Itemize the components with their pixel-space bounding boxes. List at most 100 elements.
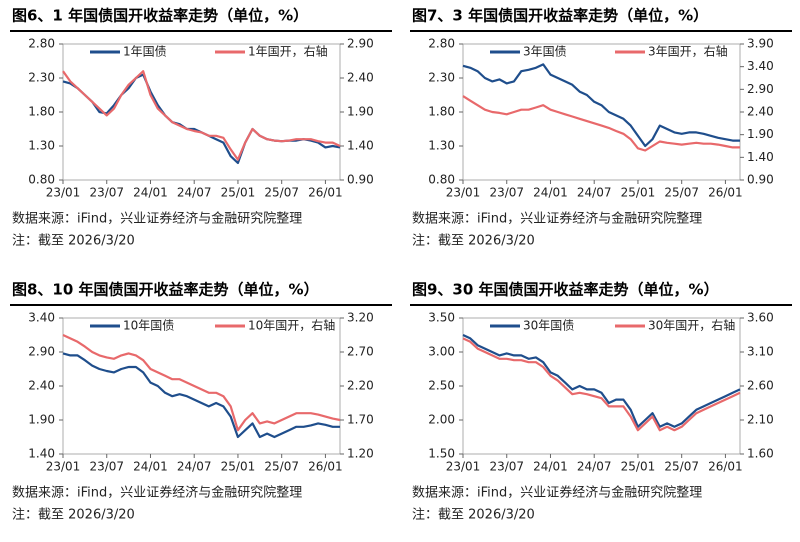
- legend-label: 10年国开，右轴: [248, 318, 335, 333]
- y-tick-label: 0.80: [28, 173, 55, 187]
- y2-tick-label: 1.90: [747, 127, 774, 141]
- y2-tick-label: 0.90: [747, 173, 774, 187]
- y-tick-label: 2.30: [428, 71, 455, 85]
- y-tick-label: 2.40: [28, 379, 55, 393]
- y2-tick-label: 2.90: [747, 82, 774, 96]
- series-line: [462, 95, 740, 152]
- y-tick-label: 2.90: [28, 345, 55, 359]
- panel: 图9、30 年国债国开收益率走势（单位，%） 1.50 2.00 2.50 3.00 3.…: [410, 281, 792, 523]
- x-tick-label: 25/07: [264, 186, 299, 200]
- series-line: [62, 73, 341, 165]
- y2-tick-label: 3.10: [747, 345, 774, 359]
- plot-frame: [462, 43, 741, 181]
- y2-tick-label: 1.70: [347, 413, 374, 427]
- legend-label: 3年国开，右轴: [648, 44, 728, 59]
- x-tick-label: 24/01: [533, 186, 568, 200]
- panel: 图7、3 年国债国开收益率走势（单位，%） 0.80 1.30 1.80 2.30 2.8…: [410, 7, 792, 249]
- series-line: [62, 70, 341, 161]
- y-tick-label: 2.50: [428, 379, 455, 393]
- chart-title: 图8、10 年国债国开收益率走势（单位，%）: [12, 281, 319, 299]
- series-line: [62, 352, 340, 439]
- y-tick-label: 0.80: [428, 173, 455, 187]
- y2-tick-label: 1.90: [347, 105, 374, 119]
- chart-title: 图9、30 年国债国开收益率走势（单位，%）: [412, 281, 719, 299]
- y2-tick-label: 3.60: [747, 311, 774, 325]
- note: 注：截至 2026/3/20: [12, 234, 135, 249]
- x-tick-label: 23/01: [46, 460, 81, 474]
- panel: 图8、10 年国债国开收益率走势（单位，%） 1.40 1.90 2.40 2.90 3.…: [10, 281, 392, 523]
- legend-label: 1年国债: [123, 45, 167, 59]
- y-tick-label: 2.80: [428, 37, 455, 51]
- y-tick-label: 1.80: [428, 105, 455, 119]
- series-line: [462, 63, 740, 148]
- y2-tick-label: 2.40: [347, 71, 374, 85]
- y2-tick-label: 1.40: [747, 150, 774, 164]
- x-tick-label: 23/07: [489, 460, 524, 474]
- legend-label: 30年国债: [523, 319, 574, 333]
- y-tick-label: 1.30: [28, 139, 55, 153]
- note: 注：截至 2026/3/20: [12, 508, 135, 523]
- y-tick-label: 3.50: [428, 311, 455, 325]
- note: 数据来源：iFind，兴业证券经济与金融研究院整理: [12, 485, 302, 501]
- note: 注：截至 2026/3/20: [412, 508, 535, 523]
- y2-tick-label: 0.90: [347, 173, 374, 187]
- x-tick-label: 25/01: [221, 460, 256, 474]
- x-tick-label: 25/01: [621, 460, 656, 474]
- panel: 图6、1 年国债国开收益率走势（单位，%） 0.80 1.30 1.80 2.30 2.8…: [10, 7, 392, 249]
- x-tick-label: 25/01: [621, 186, 656, 200]
- y2-tick-label: 3.40: [747, 59, 774, 73]
- legend-label: 3年国债: [523, 45, 567, 59]
- y2-tick-label: 1.20: [347, 447, 374, 461]
- chart-title: 图6、1 年国债国开收益率走势（单位，%）: [12, 7, 308, 25]
- y-tick-label: 1.90: [28, 413, 55, 427]
- x-tick-label: 25/07: [664, 460, 699, 474]
- series-line: [462, 337, 741, 432]
- note: 数据来源：iFind，兴业证券经济与金融研究院整理: [12, 211, 302, 227]
- legend-label: 1年国开，右轴: [248, 44, 328, 59]
- chart-title: 图7、3 年国债国开收益率走势（单位，%）: [412, 7, 708, 25]
- x-tick-label: 25/07: [264, 460, 299, 474]
- x-tick-label: 24/07: [577, 186, 612, 200]
- y2-tick-label: 1.40: [347, 139, 374, 153]
- y2-tick-label: 2.60: [747, 379, 774, 393]
- legend-label: 10年国债: [123, 319, 174, 333]
- x-tick-label: 25/07: [664, 186, 699, 200]
- y2-tick-label: 2.40: [747, 105, 774, 119]
- x-tick-label: 24/07: [177, 460, 212, 474]
- y-tick-label: 1.30: [428, 139, 455, 153]
- y-tick-label: 3.40: [28, 311, 55, 325]
- x-tick-label: 26/01: [308, 186, 343, 200]
- note: 注：截至 2026/3/20: [412, 234, 535, 249]
- y2-tick-label: 2.20: [347, 379, 374, 393]
- y2-tick-label: 2.70: [347, 345, 374, 359]
- plot-frame: [462, 317, 741, 455]
- x-tick-label: 24/07: [577, 460, 612, 474]
- y-tick-label: 1.80: [28, 105, 55, 119]
- y-tick-label: 2.80: [28, 37, 55, 51]
- x-tick-label: 26/01: [708, 186, 743, 200]
- x-tick-label: 23/01: [446, 460, 481, 474]
- plot-frame: [62, 317, 341, 455]
- note: 数据来源：iFind，兴业证券经济与金融研究院整理: [412, 485, 702, 501]
- y-tick-label: 3.00: [428, 345, 455, 359]
- y-tick-label: 1.50: [428, 447, 455, 461]
- series-line: [462, 334, 741, 428]
- x-tick-label: 23/01: [46, 186, 81, 200]
- x-tick-label: 24/01: [533, 460, 568, 474]
- y2-tick-label: 2.10: [747, 413, 774, 427]
- y2-tick-label: 2.90: [347, 37, 374, 51]
- y2-tick-label: 3.90: [747, 37, 774, 51]
- x-tick-label: 23/07: [89, 186, 124, 200]
- x-tick-label: 24/01: [133, 186, 168, 200]
- y2-tick-label: 1.60: [747, 447, 774, 461]
- legend-label: 30年国开，右轴: [648, 318, 735, 333]
- y2-tick-label: 3.20: [347, 311, 374, 325]
- x-tick-label: 24/01: [133, 460, 168, 474]
- y-tick-label: 1.40: [28, 447, 55, 461]
- y-tick-label: 2.30: [28, 71, 55, 85]
- x-tick-label: 26/01: [308, 460, 343, 474]
- note: 数据来源：iFind，兴业证券经济与金融研究院整理: [412, 211, 702, 227]
- y-tick-label: 2.00: [428, 413, 455, 427]
- series-line: [62, 334, 341, 432]
